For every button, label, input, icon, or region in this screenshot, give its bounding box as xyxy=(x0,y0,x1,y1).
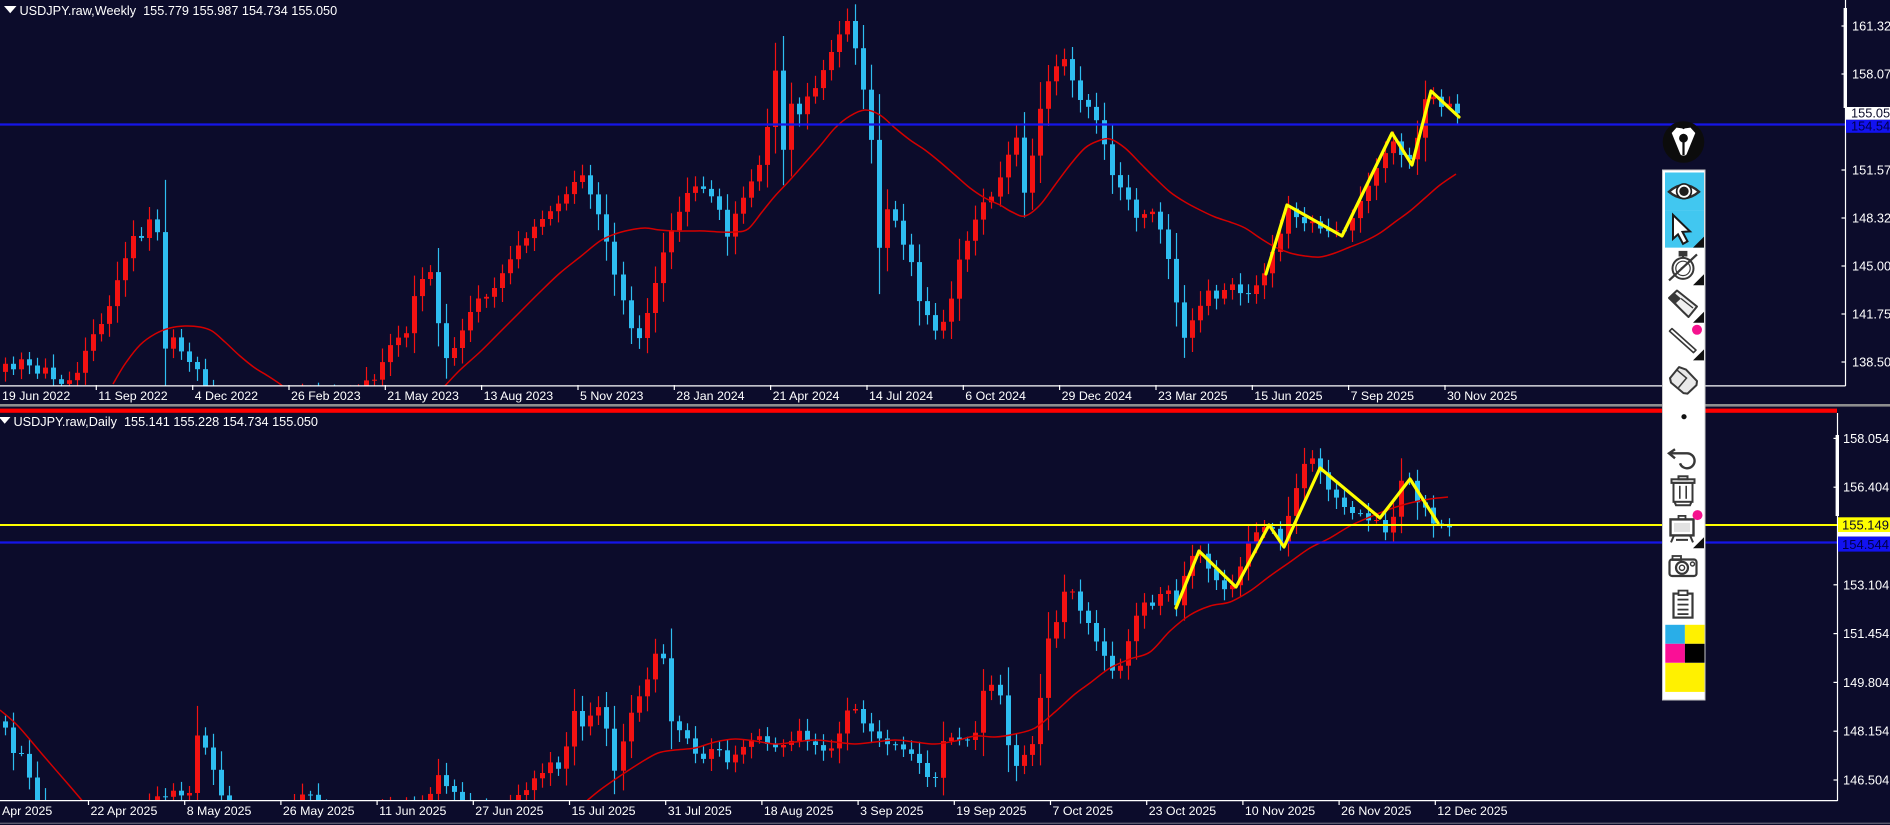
svg-text:30 Nov 2025: 30 Nov 2025 xyxy=(1447,389,1517,403)
svg-text:26 May 2025: 26 May 2025 xyxy=(283,804,355,818)
svg-text:155.149: 155.149 xyxy=(1842,518,1889,533)
svg-text:8 May 2025: 8 May 2025 xyxy=(187,804,252,818)
svg-text:14 Jul 2024: 14 Jul 2024 xyxy=(869,389,933,403)
svg-text:10 Nov 2025: 10 Nov 2025 xyxy=(1245,804,1315,818)
svg-text:13 Aug 2023: 13 Aug 2023 xyxy=(484,389,554,403)
svg-text:26 Nov 2025: 26 Nov 2025 xyxy=(1341,804,1411,818)
svg-text:23 Oct 2025: 23 Oct 2025 xyxy=(1149,804,1217,818)
svg-text:148.32: 148.32 xyxy=(1852,211,1890,226)
svg-text:156.404: 156.404 xyxy=(1843,480,1889,495)
svg-text:4 Dec 2022: 4 Dec 2022 xyxy=(195,389,258,403)
svg-text:12 Dec 2025: 12 Dec 2025 xyxy=(1437,804,1507,818)
svg-text:154.544: 154.544 xyxy=(1842,537,1889,552)
svg-text:21 May 2023: 21 May 2023 xyxy=(387,389,459,403)
svg-text:Apr 2025: Apr 2025 xyxy=(2,804,52,818)
svg-text:141.75: 141.75 xyxy=(1852,307,1890,322)
svg-text:22 Apr 2025: 22 Apr 2025 xyxy=(91,804,158,818)
svg-text:155.05: 155.05 xyxy=(1851,106,1890,121)
svg-text:31 Jul 2025: 31 Jul 2025 xyxy=(668,804,732,818)
svg-text:151.57: 151.57 xyxy=(1852,163,1890,178)
svg-text:28 Jan 2024: 28 Jan 2024 xyxy=(676,389,744,403)
svg-text:15 Jun 2025: 15 Jun 2025 xyxy=(1254,389,1322,403)
svg-text:USDJPY.raw,Weekly 155.779 155: USDJPY.raw,Weekly 155.779 155.987 154.73… xyxy=(20,4,338,18)
svg-text:148.154: 148.154 xyxy=(1843,724,1889,739)
svg-text:USDJPY.raw,Daily 155.141 155.: USDJPY.raw,Daily 155.141 155.228 154.734… xyxy=(14,415,319,429)
svg-text:149.804: 149.804 xyxy=(1843,675,1889,690)
svg-text:19 Sep 2025: 19 Sep 2025 xyxy=(956,804,1026,818)
svg-text:11 Jun 2025: 11 Jun 2025 xyxy=(379,804,446,818)
svg-text:27 Jun 2025: 27 Jun 2025 xyxy=(475,804,543,818)
svg-text:154.54: 154.54 xyxy=(1851,119,1890,134)
svg-text:18 Aug 2025: 18 Aug 2025 xyxy=(764,804,834,818)
svg-text:7 Oct 2025: 7 Oct 2025 xyxy=(1053,804,1114,818)
svg-text:3 Sep 2025: 3 Sep 2025 xyxy=(860,804,923,818)
svg-text:23 Mar 2025: 23 Mar 2025 xyxy=(1158,389,1228,403)
svg-text:15 Jul 2025: 15 Jul 2025 xyxy=(572,804,636,818)
svg-text:11 Sep 2022: 11 Sep 2022 xyxy=(98,389,167,403)
svg-text:21 Apr 2024: 21 Apr 2024 xyxy=(773,389,840,403)
svg-text:158.07: 158.07 xyxy=(1852,67,1890,82)
svg-text:138.50: 138.50 xyxy=(1852,355,1890,370)
svg-text:151.454: 151.454 xyxy=(1843,626,1889,641)
svg-text:161.32: 161.32 xyxy=(1852,19,1890,34)
svg-text:5 Nov 2023: 5 Nov 2023 xyxy=(580,389,643,403)
svg-text:29 Dec 2024: 29 Dec 2024 xyxy=(1062,389,1132,403)
svg-text:19 Jun 2022: 19 Jun 2022 xyxy=(2,389,70,403)
svg-text:7 Sep 2025: 7 Sep 2025 xyxy=(1351,389,1414,403)
svg-text:153.104: 153.104 xyxy=(1843,577,1889,592)
svg-text:158.054: 158.054 xyxy=(1843,431,1889,446)
svg-text:6 Oct 2024: 6 Oct 2024 xyxy=(965,389,1026,403)
svg-text:145.00: 145.00 xyxy=(1852,259,1890,274)
svg-text:146.504: 146.504 xyxy=(1843,773,1889,788)
svg-text:26 Feb 2023: 26 Feb 2023 xyxy=(291,389,361,403)
